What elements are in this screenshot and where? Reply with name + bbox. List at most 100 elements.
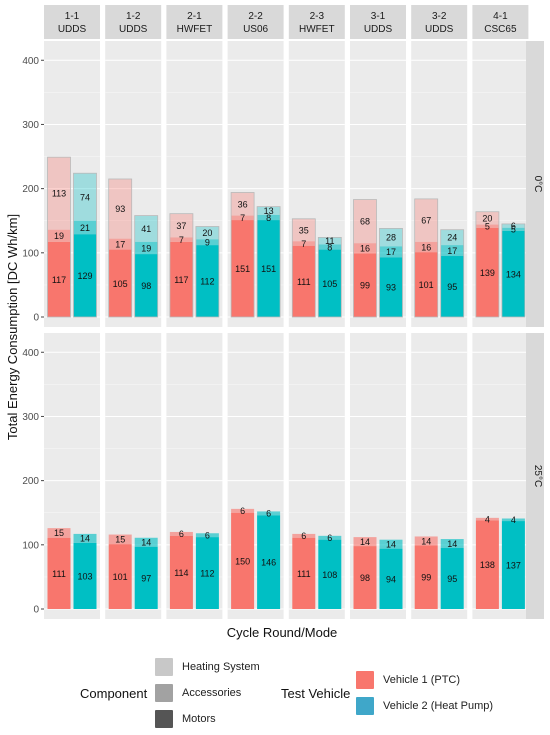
data-label-accessories: 19 bbox=[54, 231, 64, 241]
bar-outline bbox=[108, 178, 133, 318]
bar-accessories bbox=[73, 533, 97, 543]
data-label-accessories: 14 bbox=[386, 539, 396, 549]
data-label-accessories: 14 bbox=[360, 537, 370, 547]
bar-motors bbox=[257, 515, 281, 609]
column-strip bbox=[227, 5, 284, 39]
data-label-accessories: 7 bbox=[240, 213, 245, 223]
data-label-accessories: 4 bbox=[485, 514, 490, 524]
legend-title-component: Component bbox=[80, 686, 148, 701]
data-label-accessories: 17 bbox=[447, 246, 457, 256]
data-label-motors: 101 bbox=[113, 572, 128, 582]
y-tick-label: 300 bbox=[22, 120, 39, 131]
data-label-accessories: 6 bbox=[205, 530, 210, 540]
bar-accessories bbox=[195, 239, 219, 246]
legend-label-vehicle-2: Vehicle 2 (Heat Pump) bbox=[383, 700, 494, 712]
data-label-motors: 146 bbox=[261, 558, 276, 568]
data-label-motors: 99 bbox=[360, 281, 370, 291]
bar-accessories bbox=[318, 244, 342, 250]
data-label-heating: 68 bbox=[360, 217, 370, 227]
legend-key-vehicle-1 bbox=[356, 671, 374, 689]
x-axis-label: Cycle Round/Mode bbox=[227, 625, 338, 640]
bar-outline bbox=[256, 206, 281, 318]
bar-accessories bbox=[257, 511, 281, 516]
bar-accessories bbox=[73, 220, 97, 235]
bar-accessories bbox=[231, 215, 255, 221]
bar-heating bbox=[134, 215, 158, 242]
data-label-heating: 6 bbox=[511, 221, 516, 231]
bar-heating bbox=[73, 173, 97, 221]
legend-label-vehicle-1: Vehicle 1 (PTC) bbox=[383, 674, 461, 686]
bar-outline bbox=[353, 199, 377, 318]
data-label-heating: 67 bbox=[421, 216, 431, 226]
bar-motors bbox=[379, 548, 403, 609]
data-label-heating: 93 bbox=[115, 204, 125, 214]
row-strip bbox=[526, 333, 544, 619]
bar-motors bbox=[501, 521, 525, 609]
bar-heating bbox=[475, 211, 499, 225]
bar-accessories bbox=[108, 238, 132, 250]
column-strip bbox=[288, 5, 345, 39]
data-label-heating: 20 bbox=[482, 213, 492, 223]
bar-heating bbox=[47, 157, 71, 230]
y-tick-label: 100 bbox=[22, 248, 39, 259]
data-label-motors: 101 bbox=[419, 280, 434, 290]
bar-outline bbox=[291, 218, 316, 318]
bar-heating bbox=[501, 223, 525, 228]
data-label-motors: 108 bbox=[322, 570, 337, 580]
y-tick-label: 400 bbox=[22, 56, 39, 67]
data-label-motors: 112 bbox=[200, 569, 214, 579]
bar-motors bbox=[169, 241, 193, 317]
column-strip-mode: HWFET bbox=[177, 24, 213, 35]
data-label-motors: 129 bbox=[77, 271, 92, 281]
legend-key-motors bbox=[155, 710, 173, 728]
bar-motors bbox=[134, 546, 158, 609]
data-label-motors: 95 bbox=[447, 282, 457, 292]
bar-motors bbox=[440, 548, 464, 609]
bar-outline bbox=[73, 172, 97, 318]
bar-heating bbox=[414, 198, 438, 242]
data-label-motors: 114 bbox=[174, 568, 188, 578]
bar-outline bbox=[317, 237, 342, 318]
column-strip-round: 3-1 bbox=[371, 11, 386, 22]
bar-motors bbox=[108, 544, 132, 609]
bar-accessories bbox=[475, 517, 499, 521]
bar-heating bbox=[108, 179, 132, 239]
data-label-motors: 93 bbox=[386, 283, 396, 293]
bar-motors bbox=[231, 512, 255, 609]
plot-area: 1171911312921741051793981941117737112920… bbox=[22, 5, 544, 619]
bar-motors bbox=[73, 542, 97, 609]
data-label-motors: 111 bbox=[297, 277, 311, 287]
data-label-accessories: 16 bbox=[421, 242, 431, 252]
data-label-accessories: 14 bbox=[421, 536, 431, 546]
bar-outline bbox=[379, 228, 403, 318]
data-label-heating: 20 bbox=[202, 228, 212, 238]
bar-accessories bbox=[134, 241, 158, 255]
data-label-accessories: 6 bbox=[327, 533, 332, 543]
bar-accessories bbox=[292, 241, 316, 246]
y-tick-label: 200 bbox=[22, 476, 39, 487]
data-label-accessories: 14 bbox=[141, 538, 151, 548]
column-strip bbox=[350, 5, 406, 39]
bar-accessories bbox=[134, 537, 158, 547]
column-strip-mode: UDDS bbox=[119, 24, 148, 35]
column-strip bbox=[472, 5, 529, 39]
column-strip-round: 2-2 bbox=[248, 11, 263, 22]
data-label-motors: 103 bbox=[77, 571, 92, 581]
data-label-heating: 37 bbox=[176, 221, 186, 231]
bar-motors bbox=[195, 245, 219, 317]
data-label-accessories: 8 bbox=[327, 242, 332, 252]
bar-motors bbox=[475, 520, 499, 609]
bar-outline bbox=[134, 215, 159, 318]
bar-motors bbox=[73, 234, 97, 317]
y-tick-label: 400 bbox=[22, 348, 39, 359]
data-label-heating: 113 bbox=[52, 189, 66, 199]
data-label-motors: 117 bbox=[174, 275, 188, 285]
bar-motors bbox=[134, 254, 158, 317]
column-strip-round: 2-1 bbox=[187, 11, 202, 22]
data-label-heating: 35 bbox=[299, 225, 309, 235]
column-strip-round: 1-1 bbox=[65, 11, 80, 22]
data-label-accessories: 15 bbox=[115, 535, 125, 545]
bar-accessories bbox=[169, 531, 193, 536]
bar-accessories bbox=[379, 246, 403, 258]
